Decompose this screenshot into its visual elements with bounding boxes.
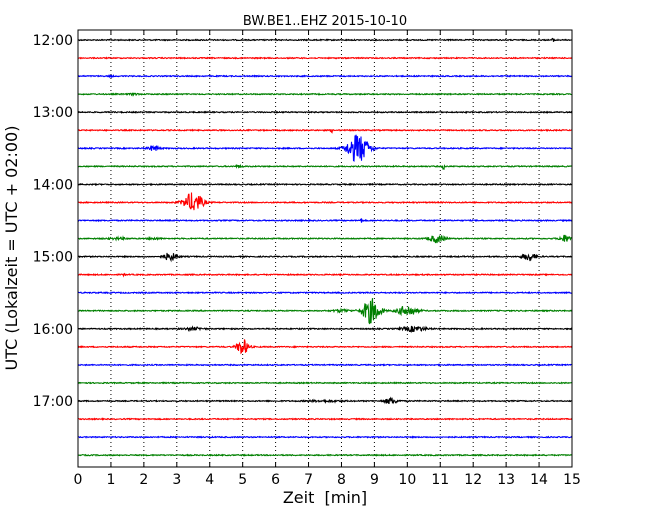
x-tick-label-4: 4 — [205, 472, 214, 488]
x-tick-label-10: 10 — [398, 472, 416, 488]
trace-row-15 — [77, 298, 573, 325]
trace-row-6 — [77, 134, 573, 162]
x-tick-label-7: 7 — [304, 472, 313, 488]
y-tick-label-2: 14:00 — [33, 177, 73, 193]
trace-row-0 — [77, 37, 573, 42]
y-tick-label-4: 16:00 — [33, 322, 73, 338]
trace-row-4 — [77, 110, 573, 114]
trace-row-7 — [77, 163, 573, 170]
x-tick-label-11: 11 — [431, 472, 449, 488]
trace-row-21 — [77, 417, 573, 421]
x-tick-label-5: 5 — [238, 472, 247, 488]
plot-frame — [77, 29, 573, 468]
x-tick-label-8: 8 — [337, 472, 346, 488]
x-tick-label-6: 6 — [271, 472, 280, 488]
y-axis-label: UTC (Lokalzeit = UTC + 02:00) — [2, 126, 21, 371]
x-axis-label: Zeit [min] — [283, 488, 367, 507]
trace-row-2 — [77, 73, 573, 79]
trace-row-12 — [77, 252, 573, 263]
x-axis-ticks: 0 1 2 3 4 5 6 7 8 9 10 11 12 13 14 15 — [74, 30, 581, 488]
trace-row-14 — [77, 291, 573, 295]
trace-row-1 — [77, 56, 573, 60]
trace-row-19 — [77, 381, 573, 385]
y-tick-label-0: 12:00 — [33, 33, 73, 49]
x-tick-label-12: 12 — [464, 472, 482, 488]
x-tick-label-9: 9 — [370, 472, 379, 488]
trace-row-17 — [77, 339, 573, 355]
trace-row-10 — [77, 217, 573, 223]
x-tick-label-2: 2 — [139, 472, 148, 488]
trace-row-11 — [77, 234, 573, 244]
trace-row-22 — [77, 435, 573, 439]
y-axis-ticks: 12:00 13:00 14:00 15:00 16:00 17:00 — [33, 33, 572, 410]
trace-row-13 — [77, 272, 573, 278]
x-tick-label-1: 1 — [106, 472, 115, 488]
trace-row-18 — [77, 363, 573, 367]
trace-row-16 — [77, 325, 573, 334]
x-tick-label-15: 15 — [563, 472, 581, 488]
x-tick-label-3: 3 — [172, 472, 181, 488]
trace-row-3 — [77, 92, 573, 97]
trace-row-8 — [77, 182, 573, 187]
traces — [77, 37, 573, 457]
x-tick-label-13: 13 — [497, 472, 515, 488]
trace-row-9 — [77, 192, 573, 211]
chart-title: BW.BE1..EHZ 2015-10-10 — [243, 14, 407, 29]
y-tick-label-1: 13:00 — [33, 105, 73, 121]
trace-row-5 — [77, 128, 573, 134]
grid-lines — [110, 30, 540, 467]
y-tick-label-3: 15:00 — [33, 250, 73, 266]
trace-row-20 — [77, 396, 573, 405]
y-tick-label-5: 17:00 — [33, 394, 73, 410]
x-tick-label-14: 14 — [530, 472, 548, 488]
x-tick-label-0: 0 — [74, 472, 83, 488]
trace-row-23 — [77, 453, 573, 457]
